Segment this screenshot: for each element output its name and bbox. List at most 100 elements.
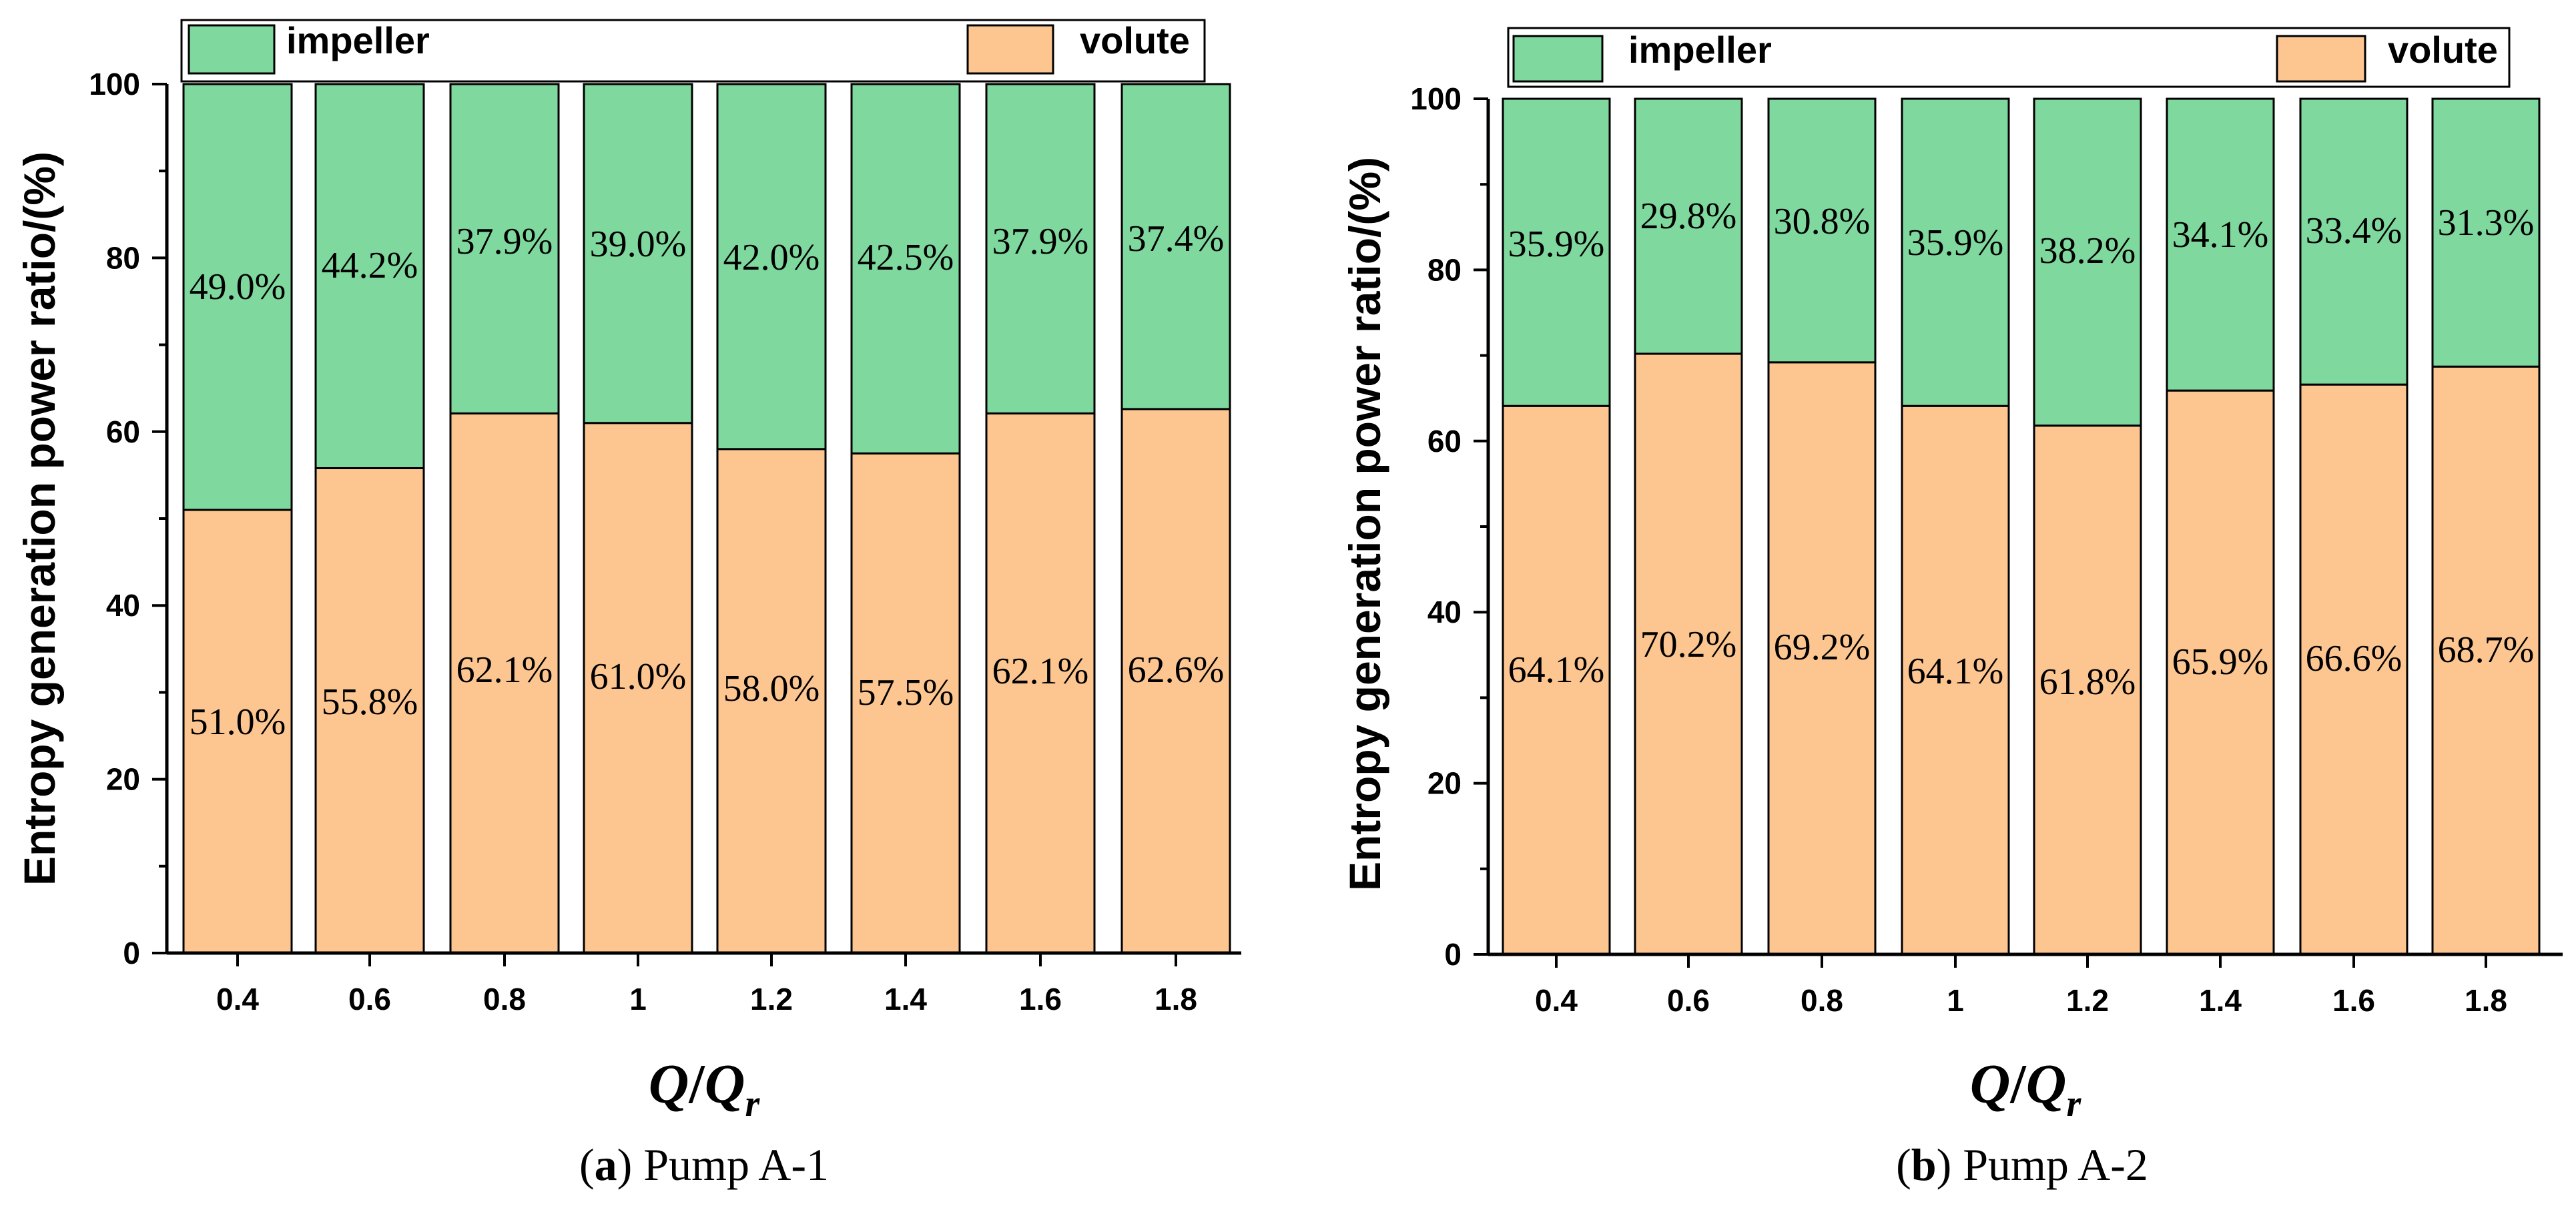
data-label-volute: 58.0% (723, 668, 820, 709)
x-tick-label: 1.8 (2465, 983, 2507, 1018)
x-tick-label: 1.4 (2199, 983, 2242, 1018)
bar-impeller (1634, 97, 1743, 355)
data-label-volute: 70.2% (1640, 624, 1737, 665)
bar-volute (182, 509, 293, 954)
chart-b: 64.1% 35.9% 0.4 70.2% 29.8% 0.6 69.2% 30.8% 0.8 6… (1340, 27, 2563, 1190)
legend-label-volute: volute (2388, 29, 2498, 71)
data-label-impeller: 49.0% (190, 266, 286, 308)
bar-volute (1120, 408, 1231, 954)
legend: impeller volute (180, 19, 1206, 83)
bar-impeller (314, 83, 425, 469)
x-tick-label: 1.8 (1155, 982, 1197, 1016)
x-tick-label: 1.2 (2066, 983, 2109, 1018)
x-tick-label: 1 (629, 982, 647, 1016)
x-tick-label: 1 (1947, 983, 1964, 1018)
y-tick-label: 60 (1427, 424, 1462, 459)
bar-impeller (2166, 97, 2275, 392)
x-tick-label: 1.6 (1019, 982, 1062, 1016)
x-tick-label: 0.8 (483, 982, 526, 1016)
y-axis-title: Entropy generation power ratio/(%) (1340, 157, 1389, 891)
data-label-volute: 61.0% (590, 656, 687, 697)
bar-impeller (1901, 97, 2010, 407)
x-axis-title: Q/Qr (1970, 1053, 2082, 1125)
legend-label-volute: volute (1080, 19, 1190, 61)
data-label-impeller: 33.4% (2306, 210, 2402, 252)
data-label-impeller: 39.0% (590, 224, 687, 265)
data-label-impeller: 42.5% (858, 237, 954, 278)
bar-volute (716, 448, 827, 954)
x-tick-label: 0.8 (1801, 983, 1843, 1018)
bar-impeller (2299, 97, 2408, 386)
data-label-volute: 62.1% (992, 651, 1089, 692)
bar-impeller (1120, 83, 1231, 410)
bar-volute (1901, 404, 2010, 956)
x-tick-label: 0.4 (1535, 983, 1578, 1018)
bar-impeller (985, 83, 1096, 414)
bar-impeller (182, 83, 293, 511)
data-label-impeller: 37.9% (456, 221, 553, 262)
data-label-impeller: 31.3% (2438, 202, 2535, 244)
bar-impeller (1767, 97, 1877, 364)
legend-swatch-volute (2276, 35, 2366, 83)
data-label-volute: 51.0% (190, 701, 286, 743)
data-label-volute: 61.8% (2039, 661, 2136, 703)
y-tick-label: 20 (1427, 766, 1462, 801)
caption: (a) Pump A-1 (579, 1139, 829, 1190)
data-label-volute: 69.2% (1774, 627, 1871, 668)
caption: (b) Pump A-2 (1896, 1139, 2148, 1190)
y-tick-label: 80 (1427, 252, 1462, 287)
x-tick-label: 1.6 (2332, 983, 2375, 1018)
y-tick-label: 100 (89, 67, 140, 101)
legend: impeller volute (1507, 27, 2511, 88)
y-tick-label: 80 (106, 240, 140, 275)
x-tick-label: 1.2 (750, 982, 793, 1016)
y-tick-label: 0 (1444, 937, 1462, 972)
bar-impeller (2033, 97, 2142, 427)
data-label-volute: 65.9% (2172, 641, 2269, 683)
data-label-impeller: 30.8% (1774, 201, 1871, 242)
bar-volute (1634, 352, 1743, 956)
y-tick-label: 0 (123, 936, 140, 970)
data-label-impeller: 42.0% (723, 237, 820, 278)
data-label-impeller: 37.9% (992, 221, 1089, 262)
bar-volute (2033, 424, 2142, 956)
bar-impeller (1502, 97, 1611, 407)
x-tick-label: 1.4 (884, 982, 927, 1016)
data-label-volute: 62.6% (1128, 649, 1225, 691)
data-label-impeller: 38.2% (2039, 230, 2136, 272)
legend-swatch-impeller (188, 24, 276, 75)
bar-impeller (2431, 97, 2541, 368)
data-label-impeller: 37.4% (1128, 218, 1225, 260)
legend-label-impeller: impeller (1628, 29, 1772, 71)
bar-impeller (583, 83, 693, 424)
bar-volute (985, 412, 1096, 954)
y-tick-label: 40 (1427, 595, 1462, 629)
x-tick-label: 0.4 (216, 982, 259, 1016)
chart-a: 51.0% 49.0% 0.4 55.8% 44.2% 0.6 62.1% 37.9% 0.8 6… (15, 19, 1241, 1190)
data-label-volute: 62.1% (456, 649, 553, 691)
y-tick-label: 60 (106, 414, 140, 449)
y-tick-label: 40 (106, 588, 140, 623)
bar-impeller (449, 83, 560, 414)
y-axis-title: Entropy generation power ratio/(%) (15, 152, 64, 886)
data-label-volute: 64.1% (1508, 649, 1605, 691)
data-label-volute: 57.5% (858, 672, 954, 713)
bar-volute (2431, 365, 2541, 956)
x-axis-title: Q/Qr (649, 1053, 761, 1125)
data-label-impeller: 44.2% (322, 245, 418, 286)
bar-volute (583, 422, 693, 954)
data-label-volute: 64.1% (1907, 651, 2004, 692)
data-label-impeller: 34.1% (2172, 214, 2269, 256)
x-tick-label: 0.6 (348, 982, 391, 1016)
y-tick-label: 100 (1410, 81, 1462, 116)
legend-swatch-impeller (1512, 35, 1604, 83)
bar-volute (1767, 361, 1877, 956)
x-tick-label: 0.6 (1667, 983, 1710, 1018)
data-label-volute: 68.7% (2438, 629, 2535, 671)
bar-volute (449, 412, 560, 954)
bar-impeller (716, 83, 827, 450)
y-tick-label: 20 (106, 762, 140, 797)
data-label-impeller: 35.9% (1508, 224, 1605, 265)
bar-volute (850, 452, 961, 954)
